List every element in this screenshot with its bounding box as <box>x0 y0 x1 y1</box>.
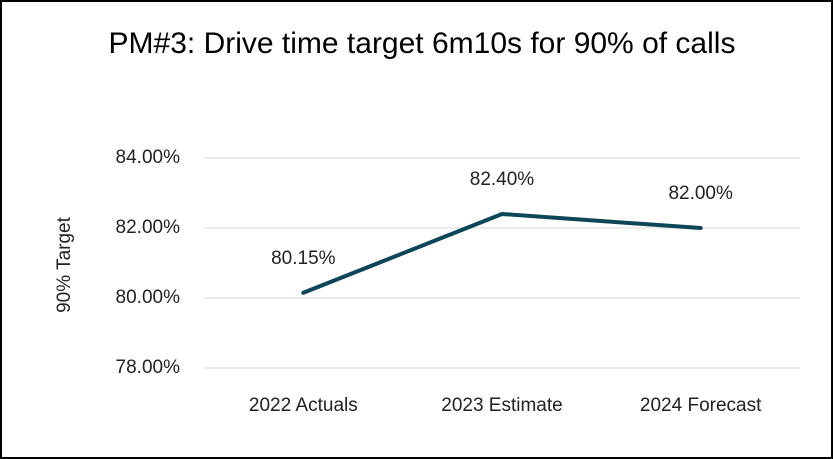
chart-title: PM#3: Drive time target 6m10s for 90% of… <box>108 27 736 60</box>
line-series <box>301 212 703 295</box>
y-tick-label: 84.00% <box>116 147 181 168</box>
x-tick-label: 2023 Estimate <box>441 395 562 416</box>
data-label: 80.15% <box>271 248 336 269</box>
y-tick-label: 80.00% <box>116 287 181 308</box>
data-label: 82.40% <box>470 169 535 190</box>
x-tick-label: 2022 Actuals <box>249 395 358 416</box>
data-label: 82.00% <box>668 183 733 204</box>
x-tick-label: 2024 Forecast <box>640 395 762 416</box>
y-tick-label: 78.00% <box>116 357 181 378</box>
y-axis-label: 90% Target <box>54 216 75 312</box>
y-tick-label: 82.00% <box>116 217 181 238</box>
